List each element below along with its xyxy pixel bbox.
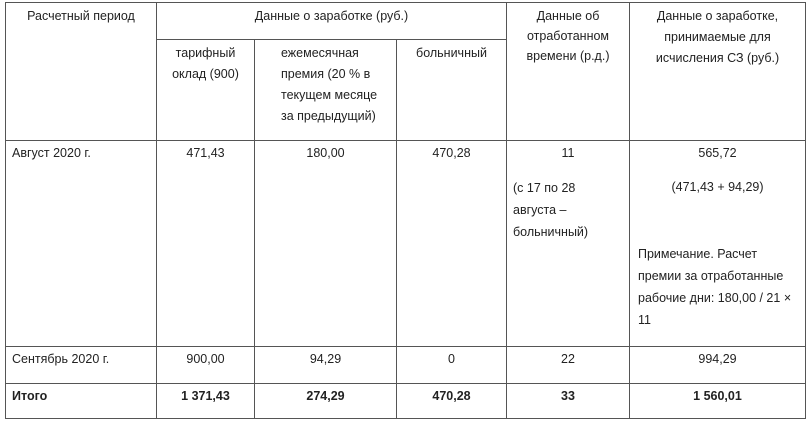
sz-cell: 994,29 — [629, 346, 806, 384]
bonus-cell: 180,00 — [254, 140, 397, 347]
period-cell-text: Август 2020 г. — [12, 146, 91, 160]
worked-time-header: Данные об отработанном времени (р.д.) — [506, 2, 630, 141]
worked-time-header-text: Данные об отработанном времени (р.д.) — [526, 9, 610, 63]
total-sick: 470,28 — [432, 389, 471, 403]
salary-header: тарифный оклад (900) — [156, 39, 255, 141]
sick-cell-text: 0 — [448, 352, 455, 366]
sick-header: больничный — [396, 39, 507, 141]
bonus-cell-text: 180,00 — [306, 146, 345, 160]
sz-earnings-header: Данные о заработке, принимаемые для исчи… — [629, 2, 806, 141]
total-row: Итого 1 371,43 274,29 470,28 33 1 560,01 — [5, 383, 806, 419]
period-cell: Сентябрь 2020 г. — [5, 346, 157, 384]
days-cell: 22 — [506, 346, 630, 384]
table-row: Сентябрь 2020 г. 900,00 94,29 0 22 994,2… — [5, 346, 806, 384]
bonus-header: ежемесячная премия (20 % в текущем месяц… — [254, 39, 397, 141]
total-salary-cell: 1 371,43 — [156, 383, 255, 419]
table-row: Август 2020 г. 471,43 180,00 470,28 11 (… — [5, 140, 806, 347]
days-note: (с 17 по 28 августа – больничный) — [513, 181, 589, 239]
salary-header-text: тарифный оклад (900) — [172, 46, 239, 81]
earnings-table: Расчетный период Данные о заработке (руб… — [5, 2, 806, 419]
salary-cell-text: 471,43 — [186, 146, 225, 160]
bonus-cell: 94,29 — [254, 346, 397, 384]
total-label: Итого — [12, 389, 48, 403]
salary-cell: 471,43 — [156, 140, 255, 347]
days-value: 22 — [561, 352, 575, 366]
sick-header-text: больничный — [416, 46, 487, 60]
period-cell: Август 2020 г. — [5, 140, 157, 347]
sz-earnings-header-text: Данные о заработке, принимаемые для исчи… — [655, 9, 780, 65]
total-sick-cell: 470,28 — [396, 383, 507, 419]
sz-cell: 565,72 (471,43 + 94,29) Примечание. Расч… — [629, 140, 806, 347]
bonus-header-text: ежемесячная премия (20 % в текущем месяц… — [281, 46, 378, 123]
salary-cell: 900,00 — [156, 346, 255, 384]
sz-formula: (471,43 + 94,29) — [671, 180, 764, 194]
salary-cell-text: 900,00 — [186, 352, 225, 366]
period-header: Расчетный период — [5, 2, 157, 141]
total-days-cell: 33 — [506, 383, 630, 419]
period-cell-text: Сентябрь 2020 г. — [12, 352, 110, 366]
total-bonus-cell: 274,29 — [254, 383, 397, 419]
days-cell: 11 (с 17 по 28 августа – больничный) — [506, 140, 630, 347]
sz-value: 994,29 — [698, 352, 737, 366]
total-sz: 1 560,01 — [693, 389, 742, 403]
total-salary: 1 371,43 — [181, 389, 230, 403]
sz-note: Примечание. Расчет премии за отработанны… — [638, 247, 792, 327]
sz-value: 565,72 — [698, 146, 737, 160]
sick-cell-text: 470,28 — [432, 146, 471, 160]
bonus-cell-text: 94,29 — [309, 352, 342, 366]
days-value: 11 — [561, 146, 575, 160]
earnings-group-header: Данные о заработке (руб.) — [156, 2, 507, 40]
total-sz-cell: 1 560,01 — [629, 383, 806, 419]
total-bonus: 274,29 — [306, 389, 345, 403]
period-header-text: Расчетный период — [27, 9, 135, 23]
sick-cell: 470,28 — [396, 140, 507, 347]
sick-cell: 0 — [396, 346, 507, 384]
earnings-group-header-text: Данные о заработке (руб.) — [254, 9, 409, 23]
total-label-cell: Итого — [5, 383, 157, 419]
total-days: 33 — [561, 389, 575, 403]
